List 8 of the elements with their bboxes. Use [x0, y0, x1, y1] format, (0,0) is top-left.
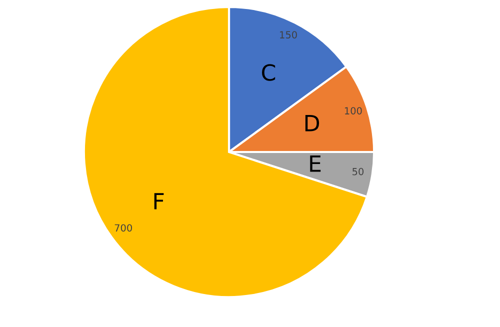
slice-label: F	[154, 193, 164, 210]
data-label: 700	[114, 224, 132, 232]
data-label: 100	[344, 107, 362, 114]
slice-label: E	[310, 156, 321, 172]
slice-label: D	[305, 115, 320, 132]
slice-label: C	[262, 64, 276, 81]
data-label: 150	[280, 31, 297, 38]
data-label: 50	[352, 168, 364, 176]
